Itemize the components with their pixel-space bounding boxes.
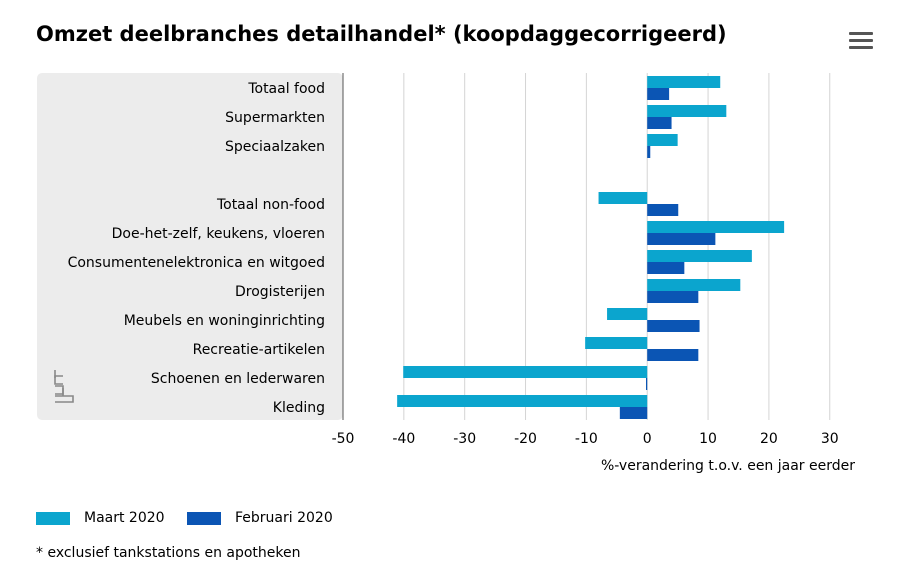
x-tick-label: -40 (392, 431, 415, 447)
category-label: Meubels en woninginrichting (124, 313, 325, 329)
category-label: Kleding (273, 400, 325, 416)
x-tick-label: -50 (332, 431, 355, 447)
x-tick-label: -10 (575, 431, 598, 447)
x-tick-label: 30 (821, 431, 839, 447)
bar-march (397, 395, 648, 407)
bar-march (647, 221, 785, 233)
legend-item-march: Maart 2020 (36, 509, 165, 527)
bar-march (647, 105, 727, 117)
category-label: Recreatie-artikelen (193, 342, 325, 358)
cbs-logo-icon (54, 370, 74, 403)
category-label: Supermarkten (225, 110, 325, 126)
category-label: Totaal non-food (216, 197, 325, 213)
bar-february (647, 204, 679, 216)
gridlines (403, 73, 831, 420)
bar-february (619, 407, 648, 419)
category-label: Totaal food (247, 81, 325, 97)
category-labels: Totaal food Supermarkten Speciaalzaken Tota… (68, 81, 325, 416)
bar-march (647, 279, 741, 291)
legend-swatch-march (36, 511, 70, 525)
bar-february (647, 320, 700, 332)
bar-march (607, 308, 648, 320)
footnote: * exclusief tankstations en apotheken (36, 545, 301, 561)
legend-label-february: Februari 2020 (235, 510, 333, 526)
bar-february (647, 88, 670, 100)
bars (397, 76, 785, 419)
legend-swatch-february (187, 511, 221, 525)
category-label: Schoenen en lederwaren (151, 371, 325, 387)
category-label: Drogisterijen (235, 284, 325, 300)
bar-february (647, 146, 651, 158)
x-tick-label: -30 (453, 431, 476, 447)
bar-march (647, 134, 678, 146)
bar-february (647, 291, 699, 303)
category-label-panel (37, 73, 343, 420)
bar-march (598, 192, 648, 204)
category-label: Doe-het-zelf, keukens, vloeren (112, 226, 325, 242)
hamburger-menu-icon[interactable] (849, 32, 873, 52)
bar-chart: Totaal food Supermarkten Speciaalzaken Tota… (37, 73, 855, 474)
legend-label-march: Maart 2020 (84, 510, 165, 526)
x-tick-labels: -50 -40 -30 -20 -10 0 10 20 30 (332, 431, 839, 447)
category-label: Consumentenelektronica en witgoed (68, 255, 325, 271)
chart-title: Omzet deelbranches detailhandel* (koopda… (36, 22, 727, 46)
bar-march (647, 250, 752, 262)
legend-item-february: Februari 2020 (187, 509, 333, 527)
bar-february (647, 117, 672, 129)
bar-february (647, 349, 699, 361)
x-axis-title: %-verandering t.o.v. een jaar eerder (601, 458, 855, 474)
bar-march (585, 337, 648, 349)
bar-february (647, 262, 685, 274)
bar-february (646, 378, 648, 390)
category-label: Speciaalzaken (225, 139, 325, 155)
bar-march (403, 366, 648, 378)
x-tick-label: 20 (760, 431, 778, 447)
x-tick-label: -20 (514, 431, 537, 447)
bar-february (647, 233, 716, 245)
bar-march (647, 76, 721, 88)
x-tick-label: 10 (699, 431, 717, 447)
x-tick-label: 0 (643, 431, 652, 447)
